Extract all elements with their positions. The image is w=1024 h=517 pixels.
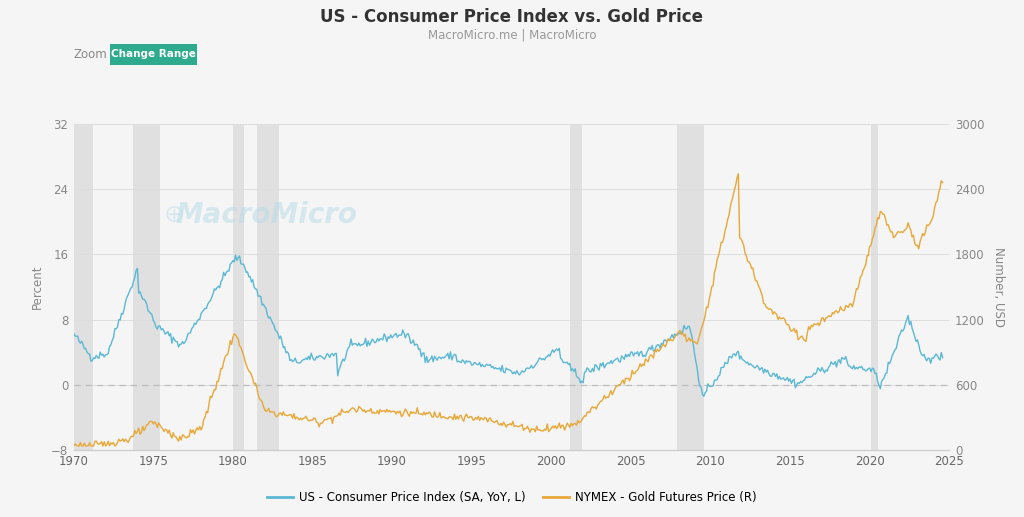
Text: MacroMicro.me | MacroMicro: MacroMicro.me | MacroMicro xyxy=(428,28,596,41)
Bar xyxy=(871,124,878,450)
Y-axis label: Number, USD: Number, USD xyxy=(992,247,1006,327)
Y-axis label: Percent: Percent xyxy=(31,265,44,309)
Legend: US - Consumer Price Index (SA, YoY, L), NYMEX - Gold Futures Price (R): US - Consumer Price Index (SA, YoY, L), … xyxy=(262,486,762,509)
Text: Zoom: Zoom xyxy=(74,48,108,61)
Bar xyxy=(677,124,705,450)
Bar xyxy=(232,124,244,450)
Text: MacroMicro: MacroMicro xyxy=(175,201,357,229)
Text: Change Range: Change Range xyxy=(111,49,196,59)
Bar xyxy=(71,124,93,450)
Bar xyxy=(133,124,160,450)
Bar xyxy=(257,124,280,450)
Text: US - Consumer Price Index vs. Gold Price: US - Consumer Price Index vs. Gold Price xyxy=(321,8,703,26)
Bar xyxy=(570,124,582,450)
Text: ⊕: ⊕ xyxy=(164,203,185,227)
